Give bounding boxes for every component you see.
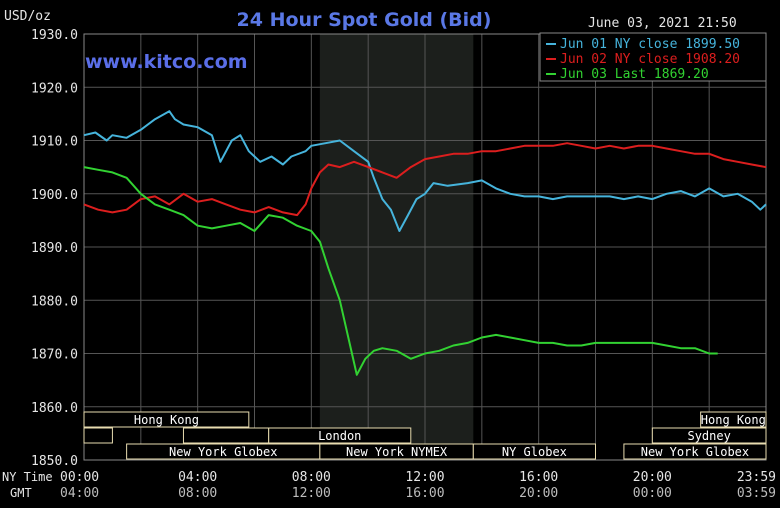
series-line: [83, 166, 718, 376]
x-tick-label-ny: 08:00: [292, 470, 331, 485]
session-label: London: [318, 429, 361, 443]
legend-entry: Jun 01 NY close 1899.50: [560, 37, 740, 52]
y-tick-label: 1870.0: [31, 348, 78, 363]
x-tick-label-ny: 20:00: [633, 470, 672, 485]
session-bar: [623, 443, 767, 460]
session-label: New York NYMEX: [346, 445, 448, 459]
series-line: [83, 142, 767, 217]
chart-subtitle: June 03, 2021 21:50: [588, 16, 737, 31]
legend-entry: Jun 03 Last 1869.20: [560, 67, 709, 82]
plot-frame: [83, 33, 767, 461]
x-tick-label-gmt: 03:59: [737, 486, 776, 501]
x-tick-label-gmt: 12:00: [292, 486, 331, 501]
y-tick-label: 1910.0: [31, 135, 78, 150]
series-line: [83, 110, 767, 232]
x-tick-label-ny: 12:00: [405, 470, 444, 485]
session-bar: [182, 427, 270, 444]
session-label: New York Globex: [641, 445, 749, 459]
y-tick-label: 1890.0: [31, 241, 78, 256]
y-tick-label: 1900.0: [31, 188, 78, 203]
gmt-row-label: GMT: [10, 486, 32, 500]
y-tick-label: 1880.0: [31, 294, 78, 309]
x-tick-label-ny: 23:59: [737, 470, 776, 485]
session-bar: [268, 427, 412, 444]
watermark-text: www.kitco.com: [85, 51, 248, 73]
session-bar: [472, 443, 596, 460]
y-tick-label: 1860.0: [31, 401, 78, 416]
chart-title: 24 Hour Spot Gold (Bid): [237, 9, 492, 31]
session-label: New York Globex: [169, 445, 277, 459]
session-label: NY Globex: [502, 445, 567, 459]
x-tick-label-gmt: 04:00: [60, 486, 99, 501]
x-tick-label-gmt: 20:00: [519, 486, 558, 501]
x-tick-label-gmt: 08:00: [178, 486, 217, 501]
x-tick-label-gmt: 00:00: [633, 486, 672, 501]
session-bar: [83, 427, 113, 444]
y-tick-label: 1850.0: [31, 454, 78, 469]
legend-box: [539, 32, 767, 82]
ny-time-row-label: NY Time: [2, 470, 53, 484]
x-tick-label-gmt: 16:00: [405, 486, 444, 501]
session-bar: [651, 427, 767, 444]
session-bar: [700, 411, 767, 428]
x-tick-label-ny: 00:00: [60, 470, 99, 485]
session-label: Hong Kong: [701, 413, 766, 427]
y-tick-label: 1930.0: [31, 28, 78, 43]
session-bar: [83, 411, 250, 428]
session-label: Sydney: [687, 429, 730, 443]
x-tick-label-ny: 04:00: [178, 470, 217, 485]
session-label: Hong Kong: [134, 413, 199, 427]
x-tick-label-ny: 16:00: [519, 470, 558, 485]
legend-entry: Jun 02 NY close 1908.20: [560, 52, 740, 67]
y-tick-label: 1920.0: [31, 81, 78, 96]
y-axis-label: USD/oz: [4, 9, 51, 24]
